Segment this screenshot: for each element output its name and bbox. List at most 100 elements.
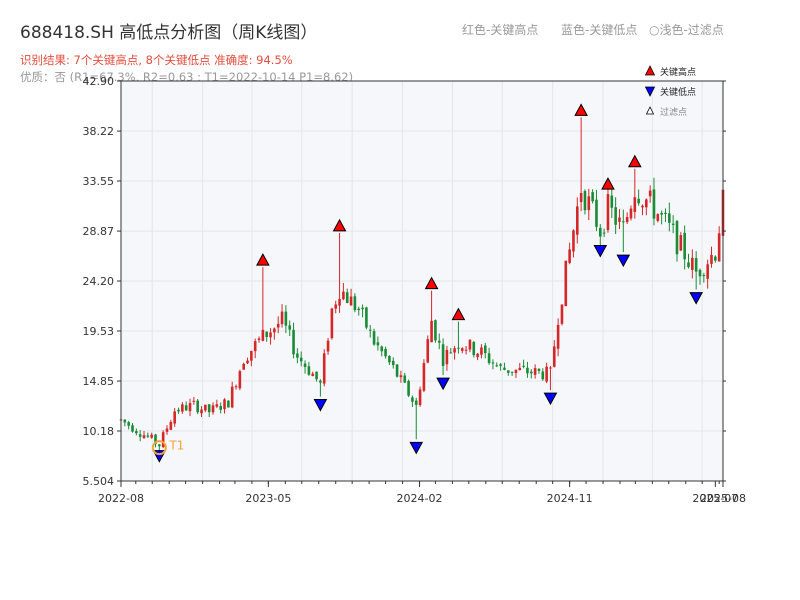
candle-body: [253, 341, 257, 352]
candle-body: [434, 320, 437, 341]
candle-body: [334, 304, 338, 309]
key-high-marker: [451, 307, 466, 321]
candle-body: [602, 232, 606, 234]
candle-body: [330, 308, 334, 339]
candle-body: [284, 311, 288, 326]
candle-body: [250, 350, 253, 361]
key-high-marker: [601, 177, 615, 190]
candle-body: [518, 367, 522, 371]
key-high-marker: [627, 154, 642, 168]
axes: 5.504 10.18 14.85 19.53 24.20 28.87 33.55 38.22…: [83, 75, 746, 505]
candle-body: [533, 368, 537, 375]
candle-body: [177, 409, 180, 412]
candle-body: [491, 362, 495, 364]
candle-body: [403, 375, 407, 383]
candle-body: [219, 406, 222, 410]
legend-high-label: 关键高点: [660, 66, 696, 78]
candle-body: [123, 419, 127, 423]
candle-body: [480, 347, 483, 355]
legend-red-text: 红色-关键高点: [462, 23, 539, 37]
candle-body: [322, 353, 326, 384]
candle-body: [717, 233, 721, 262]
y-tick-label: 33.55: [83, 175, 115, 188]
candle-body: [315, 371, 318, 380]
candle-body: [368, 329, 372, 331]
key-high-marker: [256, 253, 270, 266]
x-tick-label: 2024-02: [397, 492, 443, 505]
candle-body: [207, 404, 211, 413]
candle-body: [246, 360, 249, 364]
candle-body: [204, 404, 207, 411]
candle-body: [514, 369, 518, 373]
chart-legend: 关键高点 关键低点 过滤点: [644, 65, 696, 118]
candle-body: [487, 353, 491, 364]
candle-body: [211, 405, 215, 413]
candle-body: [522, 365, 525, 367]
y-tick-label: 24.20: [83, 275, 115, 288]
x-tick-label: 2023-05: [245, 492, 291, 505]
key-low-marker: [543, 392, 558, 406]
candle-body: [537, 368, 541, 371]
candle-body: [345, 292, 349, 303]
x-tick-label: 2025-07: [692, 492, 738, 505]
candle-body: [437, 340, 441, 343]
candle-body: [380, 346, 384, 352]
candle-body: [476, 353, 479, 358]
candle-body: [641, 205, 644, 208]
candle-body: [579, 192, 583, 203]
candle-body: [399, 375, 403, 378]
candle-body: [526, 367, 529, 374]
candle-body: [683, 232, 686, 260]
candle-body: [552, 346, 556, 367]
candle-body: [372, 331, 376, 345]
candle-body: [280, 311, 284, 325]
candle-body: [549, 367, 552, 369]
y-tick-label: 14.85: [83, 375, 115, 388]
candle-body: [656, 214, 660, 221]
candle-body: [395, 364, 399, 377]
candle-body: [391, 360, 395, 366]
candle-body: [698, 269, 702, 277]
candle-body: [598, 227, 602, 237]
candle-body: [449, 352, 453, 354]
candle-body: [575, 206, 579, 235]
t1-circle: [151, 440, 167, 456]
candle-body: [691, 257, 694, 270]
candle-body: [131, 425, 134, 432]
candle-body: [652, 189, 656, 219]
candle-body: [694, 258, 698, 272]
candle-body: [150, 434, 153, 438]
candle-body: [441, 344, 445, 366]
candle-body: [445, 349, 449, 365]
candle-body: [338, 298, 341, 306]
candle-body: [269, 332, 272, 338]
x-tick-label: 2025-08: [700, 492, 746, 505]
candle-body: [483, 345, 487, 354]
legend-filtered-icon: [645, 106, 655, 115]
candle-body: [292, 329, 295, 355]
candle-body: [230, 386, 234, 408]
candle-body: [422, 363, 426, 391]
key-low-marker: [313, 399, 328, 412]
candle-body: [273, 328, 276, 333]
candle-body: [468, 339, 472, 350]
candle-body: [296, 353, 299, 358]
candle-body: [460, 348, 464, 351]
y-tick-label: 19.53: [83, 325, 115, 338]
result-summary: 识别结果: 7个关键高点, 8个关键低点 准确度: 94.5%: [20, 53, 293, 67]
y-tick-label: 10.18: [83, 425, 115, 438]
x-tick-label: 2024-11: [547, 492, 593, 505]
legend-blue-text: 蓝色-关键低点: [561, 23, 638, 37]
candle-body: [706, 264, 709, 279]
candle-body: [568, 249, 571, 263]
key-high-marker: [424, 276, 439, 290]
x-tick-label: 2022-08: [98, 492, 144, 505]
candle-body: [169, 421, 173, 430]
candle-body: [365, 307, 368, 328]
candle-body: [583, 191, 587, 211]
candle-body: [265, 331, 269, 337]
candle-body: [702, 275, 706, 277]
candle-body: [388, 356, 391, 363]
candle-body: [606, 194, 610, 231]
